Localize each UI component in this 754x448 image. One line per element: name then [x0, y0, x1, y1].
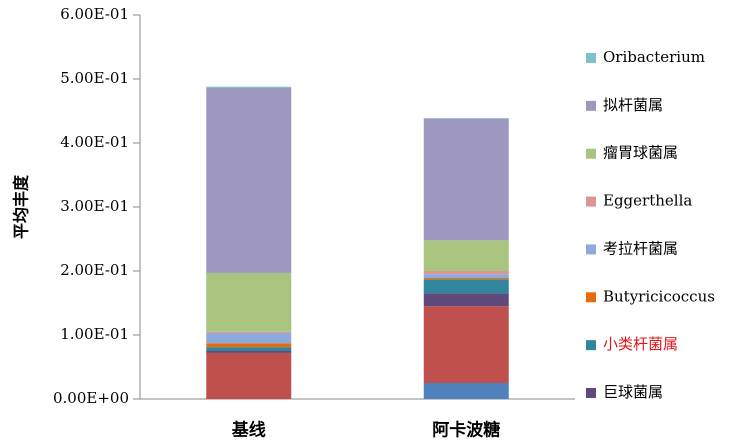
legend-label: Oribacterium [603, 48, 705, 66]
bar-segment [423, 274, 509, 279]
legend-marker [586, 244, 596, 255]
legend-marker [586, 196, 596, 207]
bar-segment [423, 271, 509, 275]
bar-segment [206, 331, 292, 334]
bar-segment [423, 279, 509, 294]
bar-segment [206, 87, 292, 273]
bar-segment [206, 343, 292, 348]
bar-segment [206, 272, 292, 332]
y-tick-label: 3.00E-01 [60, 197, 129, 215]
bar-segment [423, 306, 509, 383]
legend-label: 考拉杆菌属 [603, 239, 678, 257]
legend-marker [586, 340, 596, 351]
legend-marker [586, 100, 596, 111]
y-tick-label: 2.00E-01 [60, 261, 129, 279]
x-tick-label: 阿卡波糖 [432, 420, 500, 441]
y-tick-label: 4.00E-01 [60, 133, 129, 151]
y-tick-label: 5.00E-01 [60, 69, 129, 87]
legend-marker [586, 148, 596, 159]
legend-label: 拟杆菌属 [603, 96, 663, 114]
y-tick-label: 0.00E+00 [53, 389, 129, 407]
legend-marker [586, 53, 596, 63]
bar-segment [423, 278, 509, 280]
legend-label: 巨球菌属 [603, 383, 663, 401]
bar-segment [206, 352, 292, 399]
legend-label: Eggerthella [603, 192, 692, 210]
bar-segment [206, 86, 292, 88]
x-tick-label: 基线 [231, 420, 266, 441]
bar-segment [423, 118, 509, 119]
bar-segment [206, 351, 292, 353]
legend-label: Butyricicoccus [603, 287, 715, 305]
bar-segment [423, 118, 509, 241]
legend-marker [586, 388, 596, 398]
bar-segment [206, 347, 292, 351]
y-axis-label: 平均丰度 [12, 174, 31, 239]
legend-marker [586, 292, 596, 303]
legend-label: 瘤胃球菌属 [603, 144, 678, 162]
legend-label: 小类杆菌属 [603, 335, 678, 353]
bar-segment [423, 383, 509, 399]
bar-segment [206, 333, 292, 344]
bar-segment [423, 240, 509, 271]
y-tick-label: 6.00E-01 [60, 5, 129, 23]
y-tick-label: 1.00E-01 [60, 325, 129, 343]
bar-segment [423, 293, 509, 307]
